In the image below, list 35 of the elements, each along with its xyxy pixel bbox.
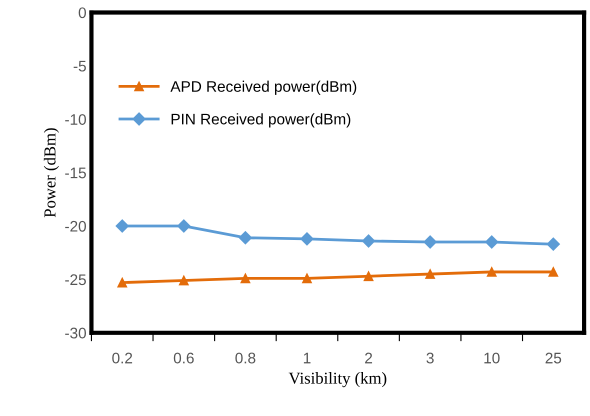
point (302, 273, 312, 284)
legend-label: PIN Received power(dBm) (172, 113, 350, 128)
y-tick-label: -20 (65, 220, 86, 232)
point (116, 219, 129, 233)
x-tick-label: 25 (546, 352, 562, 364)
point (177, 219, 190, 233)
x-axis-title: Visibility (km) (288, 372, 386, 388)
y-axis-title: Power (dBm) (44, 128, 59, 218)
point (486, 267, 497, 277)
x-tick-label: 0.8 (235, 352, 256, 364)
point (362, 234, 376, 248)
y-tick-label: -25 (65, 274, 86, 286)
point (424, 235, 437, 249)
point (548, 267, 558, 277)
point (364, 271, 374, 282)
y-tick-label: -5 (74, 60, 86, 72)
x-tick-label: 1 (304, 352, 310, 364)
y-tick-label: -10 (65, 114, 86, 125)
legend-label: APD Received power(dBm) (170, 80, 356, 95)
x-tick-label: 3 (426, 352, 434, 364)
point (238, 231, 252, 244)
x-tick-label: 0.2 (112, 352, 132, 364)
point (485, 235, 498, 249)
point (178, 276, 189, 286)
point (425, 269, 436, 279)
y-tick-label: -15 (65, 168, 86, 178)
point (240, 273, 250, 284)
y-tick-label: 0 (78, 7, 86, 18)
point (300, 232, 314, 246)
point (546, 238, 560, 251)
x-tick-label: 10 (484, 352, 500, 364)
point (117, 278, 128, 288)
y-tick-label: -30 (65, 328, 86, 338)
x-tick-label: 0.6 (174, 352, 194, 364)
x-tick-label: 2 (365, 352, 372, 364)
